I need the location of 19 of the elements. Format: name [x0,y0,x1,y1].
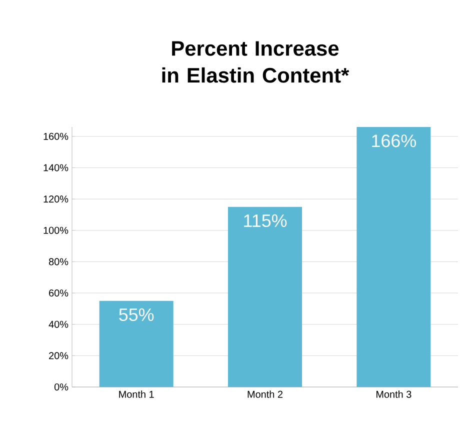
x-tick-label: Month 2 [248,390,282,398]
y-tick-label: 60% [49,290,68,297]
y-tick-label: 120% [44,196,68,203]
y-tick-label: 20% [49,352,68,360]
bar [356,126,431,387]
data-label: 115% [244,214,287,228]
y-tick-label: 140% [44,164,68,172]
chart-title: Percent Increase in Elastin Content* [162,41,350,83]
x-tick-label: Month 1 [119,390,154,398]
y-tick-label: 100% [44,226,68,234]
y-tick-label: 40% [48,320,68,328]
y-tick-label: 0% [54,383,68,391]
data-label: 166% [372,134,416,148]
x-tick-label: Month 3 [376,390,412,398]
bar [99,300,174,387]
y-tick-label: 160% [44,132,68,140]
data-label: 55% [119,308,154,321]
y-tick-label: 80% [48,258,68,266]
bar [228,206,302,387]
